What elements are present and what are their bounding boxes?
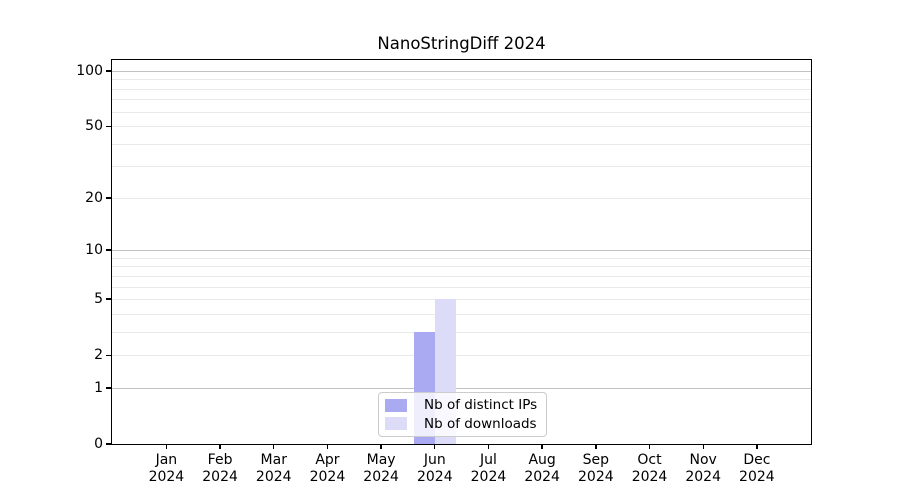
y-tick-label-50: 50 — [85, 118, 103, 135]
y-tick-label-100: 100 — [76, 63, 103, 79]
y-tick-label-2: 2 — [94, 347, 103, 364]
minor-gridline-7 — [112, 275, 811, 277]
x-tick-label-oct: Oct 2024 — [631, 452, 668, 485]
y-tick-2 — [106, 354, 111, 356]
x-tick-label-sep: Sep 2024 — [578, 452, 614, 485]
minor-gridline-90 — [112, 79, 811, 81]
minor-gridline-60 — [112, 111, 811, 113]
x-tick-mar — [273, 444, 275, 449]
minor-gridline-80 — [112, 88, 811, 90]
x-tick-jan — [165, 444, 168, 449]
x-tick-apr — [326, 444, 329, 449]
minor-gridline-9 — [112, 257, 811, 259]
legend-label-downloads: Nb of downloads — [424, 415, 537, 432]
x-tick-label-dec: Dec 2024 — [739, 452, 775, 485]
minor-gridline-20 — [112, 197, 811, 199]
x-tick-label-jul: Jul 2024 — [470, 452, 507, 485]
minor-gridline-8 — [112, 266, 811, 268]
downloads-swatch — [385, 417, 407, 431]
x-tick-label-jun: Jun 2024 — [416, 452, 453, 485]
y-tick-1 — [106, 387, 111, 389]
x-tick-sep — [595, 444, 597, 449]
minor-gridline-2 — [112, 355, 811, 357]
minor-gridline-30 — [112, 166, 811, 168]
x-tick-jun — [434, 444, 436, 449]
x-tick-dec — [756, 444, 758, 449]
x-tick-label-jan: Jan 2024 — [148, 452, 185, 485]
legend: Nb of distinct IPs Nb of downloads — [378, 392, 548, 437]
x-tick-label-may: May 2024 — [363, 452, 399, 485]
y-tick-20 — [106, 197, 111, 199]
y-tick-100 — [106, 70, 111, 72]
x-tick-nov — [702, 444, 704, 449]
x-tick-label-mar: Mar 2024 — [255, 452, 292, 485]
y-tick-label-10: 10 — [85, 242, 103, 259]
x-tick-label-apr: Apr 2024 — [309, 452, 346, 485]
major-gridline-100 — [112, 71, 811, 72]
minor-gridline-70 — [112, 99, 811, 101]
minor-gridline-4 — [112, 313, 811, 315]
y-tick-50 — [106, 125, 111, 127]
y-tick-0 — [106, 443, 111, 445]
minor-gridline-40 — [112, 143, 811, 145]
x-tick-feb — [219, 444, 221, 449]
x-tick-jul — [487, 444, 490, 449]
y-tick-label-0: 0 — [94, 436, 103, 452]
y-tick-label-1: 1 — [94, 379, 103, 396]
minor-gridline-6 — [112, 286, 811, 288]
chart-title: NanoStringDiff 2024 — [377, 34, 546, 53]
x-tick-label-aug: Aug 2024 — [524, 452, 560, 485]
major-gridline-10 — [112, 250, 811, 252]
minor-gridline-50 — [112, 126, 811, 128]
x-tick-oct — [648, 444, 651, 449]
x-tick-aug — [541, 444, 543, 449]
x-tick-may — [380, 444, 382, 449]
plot-area — [112, 60, 811, 444]
y-tick-10 — [106, 249, 111, 251]
minor-gridline-3 — [112, 331, 811, 333]
y-tick-label-20: 20 — [85, 189, 103, 206]
y-tick-5 — [106, 298, 111, 300]
legend-item-downloads: Nb of downloads — [385, 415, 537, 433]
distinct-ips-swatch — [385, 398, 407, 412]
x-tick-label-nov: Nov 2024 — [685, 452, 721, 485]
y-tick-label-5: 5 — [94, 291, 103, 308]
major-gridline-1 — [112, 387, 811, 389]
legend-label-distinct-ips: Nb of distinct IPs — [424, 397, 538, 414]
minor-gridline-5 — [112, 299, 811, 301]
x-tick-label-feb: Feb 2024 — [202, 452, 238, 485]
legend-item-distinct-ips: Nb of distinct IPs — [385, 396, 537, 414]
